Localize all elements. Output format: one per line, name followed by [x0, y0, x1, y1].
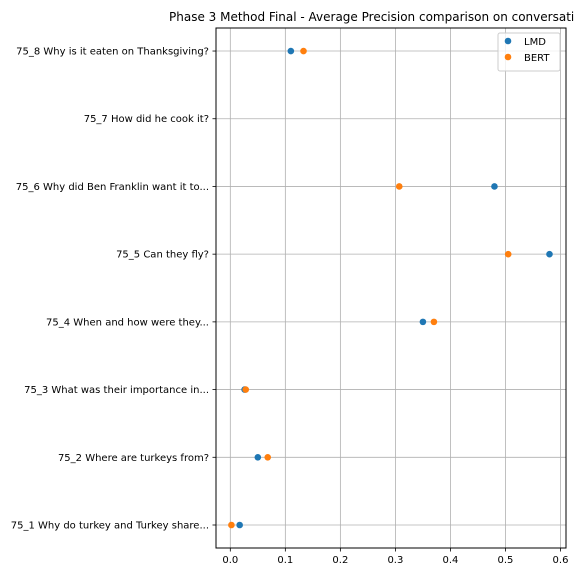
data-point-lmd [546, 250, 553, 258]
x-tick-label: 0.4 [442, 555, 458, 566]
y-tick-label: 75_5 Can they fly? [116, 250, 209, 261]
x-axis: 0.0 0.1 0.2 0.3 0.4 0.5 0.6 [222, 548, 568, 566]
legend-marker-bert [504, 53, 512, 61]
data-point-bert [242, 386, 250, 393]
x-tick-label: 0.1 [277, 555, 293, 566]
y-tick-label: 75_8 Why is it eaten on Thanksgiving? [16, 47, 209, 58]
y-tick-label: 75_3 What was their importance in... [24, 385, 209, 396]
plot-frame [215, 27, 567, 549]
legend-marker-lmd [504, 37, 512, 45]
legend-box [497, 32, 561, 72]
y-tick-label: 75_6 Why did Ben Franklin want it to... [16, 182, 209, 193]
data-point-lmd [287, 47, 295, 55]
legend-label-bert: BERT [524, 53, 550, 64]
x-tick-label: 0.5 [498, 555, 514, 566]
legend: LMD BERT [497, 32, 561, 72]
x-tick-label: 0.6 [553, 555, 569, 566]
data-point-bert [504, 250, 512, 258]
data-point-bert [228, 521, 235, 529]
chart-title: Phase 3 Method Final - Average Precision… [169, 10, 574, 24]
data-point-bert [264, 453, 272, 461]
legend-label-lmd: LMD [524, 37, 546, 48]
x-tick-label: 0.2 [332, 555, 348, 566]
y-axis: 75_1 Why do turkey and Turkey share... 75… [11, 47, 216, 532]
data-point-lmd [419, 318, 427, 326]
data-point-lmd [491, 183, 498, 190]
x-tick-label: 0.0 [222, 555, 238, 566]
data-points [228, 47, 553, 529]
data-point-lmd [254, 453, 262, 461]
y-tick-label: 75_2 Where are turkeys from? [58, 453, 209, 464]
grid-lines [216, 28, 566, 548]
x-tick-label: 0.3 [387, 555, 403, 566]
y-tick-label: 75_4 When and how were they... [46, 317, 209, 328]
data-point-lmd [236, 521, 243, 529]
data-point-bert [395, 183, 403, 190]
y-tick-label: 75_7 How did he cook it? [84, 114, 209, 125]
data-point-bert [300, 47, 307, 55]
y-tick-label: 75_1 Why do turkey and Turkey share... [11, 521, 209, 532]
data-point-bert [430, 318, 438, 326]
